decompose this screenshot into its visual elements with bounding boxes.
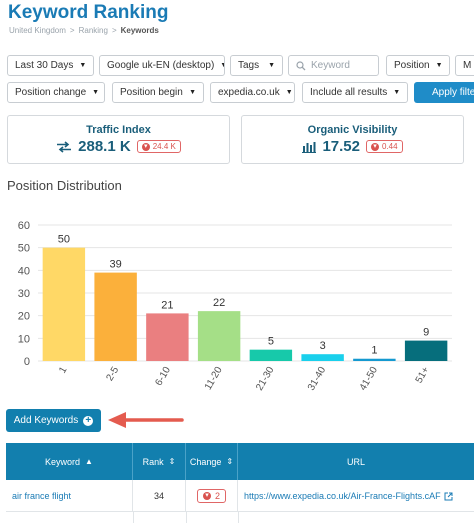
chevron-down-icon: ▼ bbox=[92, 89, 100, 96]
chevron-down-icon: ▼ bbox=[214, 62, 224, 69]
position-select[interactable]: Position ▼ bbox=[386, 55, 450, 76]
x-tick-label: 51+ bbox=[414, 365, 432, 385]
y-tick-label: 60 bbox=[18, 220, 30, 232]
bar-11-20 bbox=[197, 311, 241, 361]
down-arrow-icon: ▾ bbox=[370, 142, 379, 151]
organic-visibility-value: 17.52 bbox=[322, 138, 360, 155]
swap-arrows-icon bbox=[57, 140, 72, 153]
sort-asc-icon: ▲ bbox=[85, 457, 93, 466]
organic-visibility-title: Organic Visibility bbox=[307, 124, 398, 136]
change-cell: ▾ 2 bbox=[186, 480, 238, 512]
change-badge: ▾ 2 bbox=[196, 489, 226, 503]
bar-value-label: 5 bbox=[268, 336, 274, 348]
column-rank[interactable]: Rank ⇕ bbox=[133, 443, 186, 480]
table-row[interactable] bbox=[6, 512, 474, 523]
keywords-table-header: Keyword ▲ Rank ⇕ Change ⇕ URL bbox=[6, 443, 474, 480]
chevron-down-icon: ▼ bbox=[285, 89, 293, 96]
breadcrumb-item-current: Keywords bbox=[120, 26, 159, 35]
results-select[interactable]: Include all results ▼ bbox=[302, 82, 408, 103]
x-tick-label: 31-40 bbox=[306, 365, 329, 393]
bar-value-label: 22 bbox=[213, 297, 225, 309]
bar-chart-icon bbox=[302, 141, 317, 153]
traffic-index-delta: ▾ 24.4 K bbox=[136, 140, 181, 153]
keyword-search-input[interactable]: Keyword bbox=[288, 55, 379, 76]
bar-31-40 bbox=[301, 354, 344, 361]
bar-21-30 bbox=[249, 349, 293, 361]
bar-value-label: 21 bbox=[161, 299, 173, 311]
bar-value-label: 39 bbox=[110, 259, 122, 271]
traffic-index-title: Traffic Index bbox=[86, 124, 151, 136]
down-arrow-icon: ▾ bbox=[141, 142, 150, 151]
x-tick-label: 21-30 bbox=[254, 365, 277, 393]
period-select[interactable]: Last 30 Days ▼ bbox=[7, 55, 94, 76]
position-change-select[interactable]: Position change ▼ bbox=[7, 82, 105, 103]
keyword-cell[interactable]: air france flight bbox=[6, 480, 133, 512]
external-link-icon[interactable] bbox=[444, 492, 453, 501]
position-distribution-title: Position Distribution bbox=[7, 178, 122, 193]
x-tick-label: 41-50 bbox=[358, 365, 381, 393]
bar-value-label: 9 bbox=[423, 327, 429, 339]
chevron-down-icon: ▼ bbox=[189, 89, 196, 96]
bar-51+ bbox=[404, 340, 448, 361]
url-cell[interactable]: https://www.expedia.co.uk/Air-France-Fli… bbox=[238, 480, 474, 512]
bar-value-label: 50 bbox=[58, 234, 70, 246]
down-arrow-icon: ▾ bbox=[202, 492, 211, 500]
y-tick-label: 50 bbox=[18, 243, 30, 255]
more-filter-select[interactable]: M bbox=[455, 55, 474, 76]
bar-1 bbox=[42, 247, 86, 361]
x-tick-label: 11-20 bbox=[203, 365, 225, 392]
page-title: Keyword Ranking bbox=[8, 2, 169, 23]
plus-icon: + bbox=[83, 415, 94, 426]
organic-visibility-card: Organic Visibility 17.52 ▾ 0.44 bbox=[241, 115, 464, 164]
apply-filters-button[interactable]: Apply filte bbox=[414, 82, 474, 103]
domain-select[interactable]: expedia.co.uk ▼ bbox=[210, 82, 295, 103]
x-tick-label: 1 bbox=[57, 365, 70, 376]
tags-select[interactable]: Tags ▼ bbox=[230, 55, 283, 76]
column-url[interactable]: URL bbox=[346, 456, 365, 467]
bar-2-5 bbox=[94, 272, 137, 361]
sort-icon: ⇕ bbox=[226, 457, 234, 466]
y-tick-label: 0 bbox=[24, 356, 30, 368]
chevron-down-icon: ▼ bbox=[393, 89, 401, 96]
y-tick-label: 10 bbox=[18, 333, 30, 345]
traffic-index-value: 288.1 K bbox=[78, 138, 131, 155]
sort-icon: ⇕ bbox=[168, 457, 176, 466]
chevron-down-icon: ▼ bbox=[268, 62, 275, 69]
column-keyword[interactable]: Keyword ▲ bbox=[6, 443, 133, 480]
breadcrumb: United Kingdom > Ranking > Keywords bbox=[9, 26, 159, 35]
organic-visibility-delta: ▾ 0.44 bbox=[365, 140, 403, 153]
chevron-down-icon: ▼ bbox=[79, 62, 87, 69]
table-row[interactable]: air france flight 34 ▾ 2 https://www.expe… bbox=[6, 480, 474, 512]
bar-value-label: 1 bbox=[371, 345, 377, 357]
y-tick-label: 40 bbox=[18, 265, 30, 277]
breadcrumb-item-country[interactable]: United Kingdom bbox=[9, 26, 66, 35]
position-begin-select[interactable]: Position begin ▼ bbox=[112, 82, 204, 103]
x-tick-label: 6-10 bbox=[153, 365, 173, 388]
bar-41-50 bbox=[353, 358, 396, 361]
annotation-arrow-icon bbox=[108, 412, 184, 428]
bar-6-10 bbox=[146, 313, 189, 361]
rank-cell: 34 bbox=[133, 480, 186, 512]
y-tick-label: 20 bbox=[18, 311, 30, 323]
bar-value-label: 3 bbox=[320, 340, 326, 352]
chevron-down-icon: ▼ bbox=[435, 62, 443, 69]
x-tick-label: 2-5 bbox=[104, 365, 121, 383]
add-keywords-button[interactable]: Add Keywords + bbox=[6, 409, 101, 432]
search-icon bbox=[296, 60, 306, 70]
search-engine-select[interactable]: Google uk-EN (desktop)▼ bbox=[99, 55, 225, 76]
position-distribution-chart: 0102030405060501392-5216-102211-20521-30… bbox=[18, 220, 452, 393]
breadcrumb-item-ranking[interactable]: Ranking bbox=[78, 26, 108, 35]
y-tick-label: 30 bbox=[18, 288, 30, 300]
traffic-index-card: Traffic Index 288.1 K ▾ 24.4 K bbox=[7, 115, 230, 164]
column-change[interactable]: Change ⇕ bbox=[186, 443, 238, 480]
